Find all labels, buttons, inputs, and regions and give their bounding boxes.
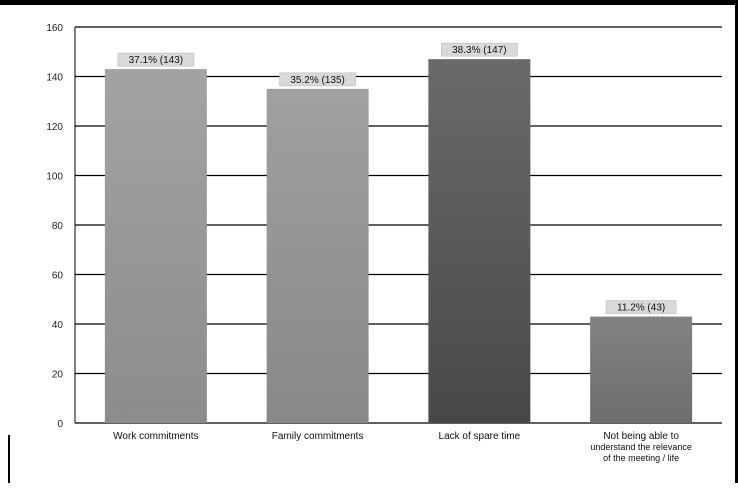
y-tick-label: 80	[52, 221, 64, 232]
y-tick-label: 140	[46, 73, 63, 84]
y-tick-label: 0	[57, 419, 63, 430]
x-tick-label: Lack of spare time	[439, 431, 521, 442]
data-label: 37.1% (143)	[129, 55, 183, 66]
data-label-box	[117, 52, 195, 67]
data-label: 38.3% (147)	[452, 45, 506, 56]
data-labels: 37.1% (143) 35.2% (135) 38.3% (147) 11.2% (…	[117, 42, 677, 314]
bar	[590, 316, 693, 423]
y-axis-ticks: 0 20 40 60 80 100 120 140 160	[46, 23, 63, 430]
x-tick-label: understand the relevance	[590, 442, 692, 452]
frame-left-stub	[8, 435, 10, 483]
bar-chart: 0 20 40 60 80 100 120 140 160 37.1% (143) 35.2% (…	[46, 23, 722, 463]
y-tick-label: 120	[46, 122, 63, 133]
bar	[428, 59, 531, 424]
y-tick-label: 40	[52, 320, 64, 331]
x-tick-label: Not being able to	[603, 431, 679, 442]
bars	[104, 59, 693, 424]
bar	[266, 88, 369, 423]
data-label: 35.2% (135)	[290, 75, 344, 86]
data-label: 11.2% (43)	[617, 303, 665, 314]
bar	[104, 69, 207, 423]
y-tick-label: 60	[52, 271, 64, 282]
data-label-box	[441, 42, 518, 57]
data-label-box	[605, 300, 677, 314]
x-axis-labels: Work commitments Family commitments Lack o…	[113, 431, 692, 463]
x-tick-label: of the meeting / life	[603, 453, 679, 463]
y-tick-label: 160	[46, 23, 63, 34]
data-label-box	[279, 72, 356, 87]
x-tick-label: Family commitments	[272, 431, 364, 442]
y-tick-label: 20	[52, 370, 64, 381]
x-tick-label: Work commitments	[113, 431, 198, 442]
y-tick-label: 100	[46, 172, 63, 183]
